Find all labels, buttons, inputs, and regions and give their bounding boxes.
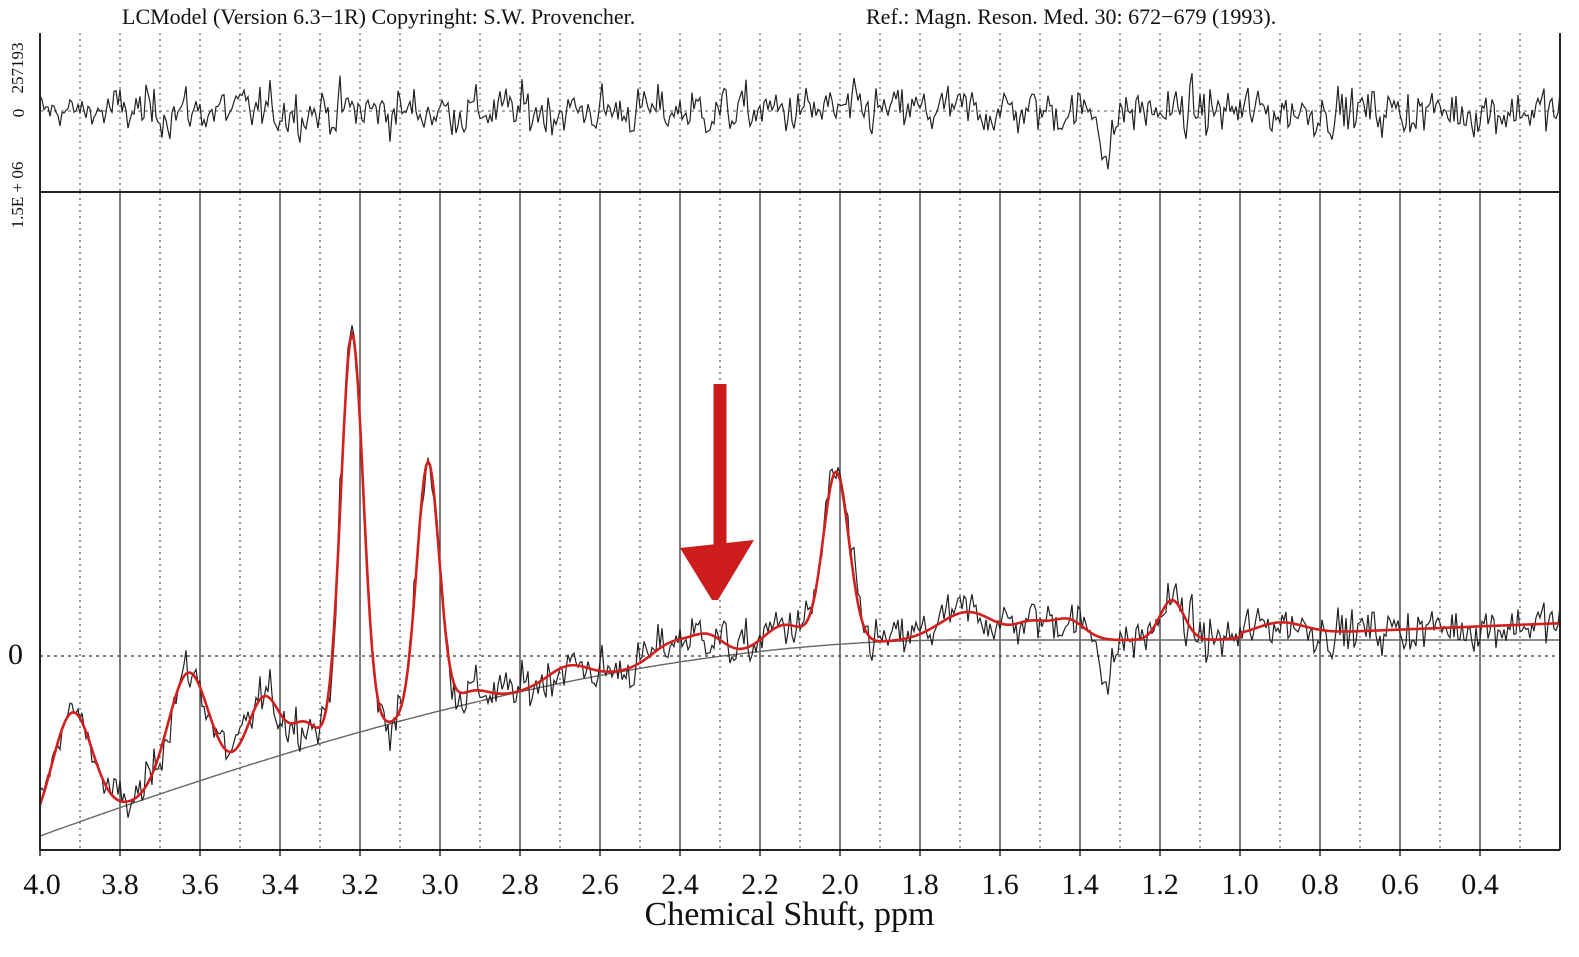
residual-trace <box>39 73 1561 170</box>
x-tick-label: 3.2 <box>341 868 379 901</box>
residual-panel <box>39 73 1561 170</box>
arrow-head <box>680 540 754 600</box>
x-tick-label: 2.6 <box>581 868 619 901</box>
residual-ymax-label: 257193 <box>8 42 27 94</box>
x-tick-labels: 4.0 3.8 3.6 3.4 3.2 3.0 2.8 2.6 2.4 2.2 2.0 1.8 1.6 1… <box>23 850 1499 901</box>
x-tick-label: 1.8 <box>901 868 939 901</box>
arrow-annotation <box>680 384 754 600</box>
x-tick-label: 2.8 <box>501 868 539 901</box>
x-tick-label: 2.4 <box>661 868 699 901</box>
x-tick-label: 0.6 <box>1381 868 1419 901</box>
x-tick-label: 4.0 <box>23 868 61 901</box>
x-tick-label: 3.8 <box>101 868 139 901</box>
x-tick-label: 1.0 <box>1221 868 1259 901</box>
x-tick-label: 1.4 <box>1061 868 1099 901</box>
header-reference: Ref.: Magn. Reson. Med. 30: 672−679 (199… <box>866 4 1277 29</box>
axes <box>39 33 1561 851</box>
fit-line <box>38 330 1561 806</box>
fit-curve <box>38 330 1561 806</box>
baseline-curve <box>39 639 1560 837</box>
baseline-line <box>39 639 1560 837</box>
header-title: LCModel (Version 6.3−1R) Copyringht: S.W… <box>122 4 636 29</box>
x-tick-label: 3.6 <box>181 868 219 901</box>
x-axis-title: Chemical Shuft, ppm <box>644 896 935 933</box>
x-tick-label: 1.6 <box>981 868 1019 901</box>
main-zero-label: 0 <box>8 638 23 671</box>
data-trace <box>39 325 1561 818</box>
x-tick-label: 2.2 <box>741 868 779 901</box>
x-tick-label: 0.4 <box>1461 868 1499 901</box>
grid-layer <box>39 33 1561 850</box>
x-tick-label: 0.8 <box>1301 868 1339 901</box>
x-tick-label: 3.4 <box>261 868 299 901</box>
residual-zero-label: 0 <box>9 108 28 118</box>
x-tick-label: 2.0 <box>821 868 859 901</box>
x-tick-label: 1.2 <box>1141 868 1179 901</box>
data-line <box>39 325 1561 818</box>
main-scale-label: 1.5E + 06 <box>8 161 27 229</box>
x-tick-label: 3.0 <box>421 868 459 901</box>
